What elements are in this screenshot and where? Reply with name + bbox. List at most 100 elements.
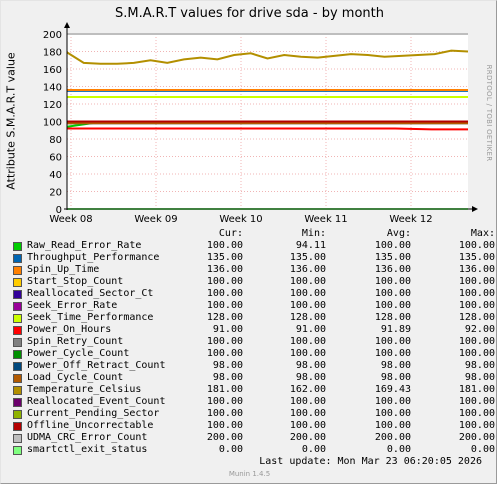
legend-min: 98.00 xyxy=(295,372,326,383)
legend-min: 0.00 xyxy=(301,444,326,455)
y-tick-label: 60 xyxy=(49,153,62,164)
legend-min: 128.00 xyxy=(289,312,326,323)
legend-series-name: Throughput_Performance xyxy=(27,252,160,263)
legend-min: 162.00 xyxy=(289,384,326,395)
y-tick-label: 140 xyxy=(43,83,62,94)
legend-cur: 91.00 xyxy=(212,324,243,335)
legend-avg: 100.00 xyxy=(374,420,411,431)
legend-avg: 0.00 xyxy=(386,444,411,455)
legend-min: 94.11 xyxy=(295,240,326,251)
legend-series-name: Reallocated_Event_Count xyxy=(27,396,166,407)
header-avg: Avg: xyxy=(386,228,411,239)
legend-max: 136.00 xyxy=(458,264,495,275)
y-tick-label: 120 xyxy=(43,100,62,111)
legend-min: 136.00 xyxy=(289,264,326,275)
legend-min: 91.00 xyxy=(295,324,326,335)
legend-cur: 100.00 xyxy=(206,408,243,419)
legend-cur: 100.00 xyxy=(206,396,243,407)
legend-avg: 100.00 xyxy=(374,348,411,359)
legend-series-name: Spin_Up_Time xyxy=(27,264,100,275)
legend-swatch xyxy=(13,302,22,311)
legend-swatch xyxy=(13,350,22,359)
x-tick-label: Week 12 xyxy=(389,214,432,225)
y-tick-label: 20 xyxy=(49,188,62,199)
x-tick-label: Week 08 xyxy=(49,214,92,225)
legend-min: 200.00 xyxy=(289,432,326,443)
legend-min: 135.00 xyxy=(289,252,326,263)
legend-swatch xyxy=(13,254,22,263)
legend-max: 100.00 xyxy=(458,336,495,347)
legend-max: 181.00 xyxy=(458,384,495,395)
legend-series-name: Offline_Uncorrectable xyxy=(27,420,154,431)
legend-series-name: UDMA_CRC_Error_Count xyxy=(27,432,148,443)
legend-cur: 135.00 xyxy=(206,252,243,263)
munin-version: Munin 1.4.5 xyxy=(228,470,271,478)
legend-series-name: Current_Pending_Sector xyxy=(27,408,160,419)
x-tick-label: Week 09 xyxy=(134,214,177,225)
legend-cur: 136.00 xyxy=(206,264,243,275)
legend-cur: 100.00 xyxy=(206,240,243,251)
legend-cur: 100.00 xyxy=(206,300,243,311)
legend-series-name: Power_Cycle_Count xyxy=(27,348,130,359)
header-min: Min: xyxy=(301,228,326,239)
legend-swatch xyxy=(13,266,22,275)
legend-cur: 100.00 xyxy=(206,336,243,347)
legend-avg: 98.00 xyxy=(380,360,411,371)
legend-max: 100.00 xyxy=(458,408,495,419)
series-line xyxy=(66,49,469,65)
legend-avg: 135.00 xyxy=(374,252,411,263)
legend-min: 100.00 xyxy=(289,420,326,431)
legend-avg: 128.00 xyxy=(374,312,411,323)
legend-max: 100.00 xyxy=(458,276,495,287)
legend-cur: 100.00 xyxy=(206,420,243,431)
legend-series-name: Load_Cycle_Count xyxy=(27,372,124,383)
legend-swatch xyxy=(13,362,22,371)
chart-title: S.M.A.R.T values for drive sda - by mont… xyxy=(115,6,384,21)
legend-swatch xyxy=(13,278,22,287)
header-cur: Cur: xyxy=(218,228,243,239)
y-tick-label: 80 xyxy=(49,135,62,146)
legend-series-name: Power_On_Hours xyxy=(27,324,112,335)
legend-max: 128.00 xyxy=(458,312,495,323)
legend-series-name: Spin_Retry_Count xyxy=(27,336,124,347)
legend-min: 100.00 xyxy=(289,288,326,299)
legend-swatch xyxy=(13,314,22,323)
legend-min: 100.00 xyxy=(289,396,326,407)
x-tick-label: Week 11 xyxy=(304,214,347,225)
last-update: Last update: Mon Mar 23 06:20:05 2026 xyxy=(259,456,482,467)
y-axis-arrow xyxy=(64,22,70,28)
legend-swatch xyxy=(13,422,22,431)
legend-swatch xyxy=(13,398,22,407)
legend-swatch xyxy=(13,434,22,443)
legend-max: 200.00 xyxy=(458,432,495,443)
legend-swatch xyxy=(13,242,22,251)
legend-cur: 98.00 xyxy=(212,372,243,383)
legend-series-name: Temperature_Celsius xyxy=(27,384,142,395)
series-line xyxy=(67,127,468,131)
legend-swatch xyxy=(13,410,22,419)
legend-avg: 169.43 xyxy=(374,384,411,395)
legend-max: 100.00 xyxy=(458,300,495,311)
legend-max: 100.00 xyxy=(458,240,495,251)
legend-series-name: Raw_Read_Error_Rate xyxy=(27,240,142,251)
legend-series-name: Reallocated_Sector_Ct xyxy=(27,288,154,299)
chart-plot: 0 20 40 60 80 100 120 140 160 180 200 Week 08 Week 0… xyxy=(43,22,478,225)
legend-min: 100.00 xyxy=(289,276,326,287)
legend-swatch xyxy=(13,446,22,455)
legend-swatch xyxy=(13,290,22,299)
legend-swatch xyxy=(13,386,22,395)
legend-max: 92.00 xyxy=(464,324,495,335)
legend-max: 100.00 xyxy=(458,348,495,359)
legend-min: 100.00 xyxy=(289,336,326,347)
legend-max: 98.00 xyxy=(464,372,495,383)
legend-avg: 100.00 xyxy=(374,288,411,299)
legend-cur: 100.00 xyxy=(206,288,243,299)
y-tick-label: 160 xyxy=(43,65,62,76)
legend-min: 98.00 xyxy=(295,360,326,371)
legend-cur: 100.00 xyxy=(206,276,243,287)
legend-avg: 100.00 xyxy=(374,240,411,251)
legend-cur: 100.00 xyxy=(206,348,243,359)
legend-swatch xyxy=(13,338,22,347)
legend-min: 100.00 xyxy=(289,300,326,311)
